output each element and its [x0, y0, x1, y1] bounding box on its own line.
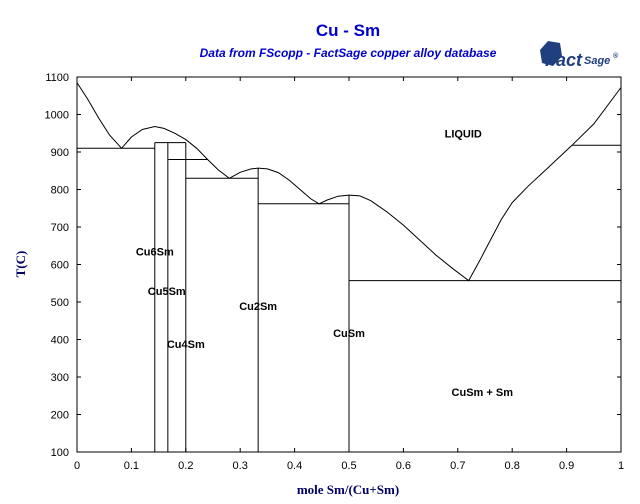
y-tick-label: 1100 — [45, 72, 69, 84]
logo-text-mark: ® — [613, 52, 619, 60]
y-tick-label: 300 — [51, 372, 69, 384]
phase-label: Cu5Sm — [148, 286, 186, 298]
factsage-logo: Fact Sage ® — [540, 41, 619, 70]
x-tick-label: 0.2 — [178, 460, 193, 472]
x-tick-label: 0.5 — [341, 460, 356, 472]
phase-label: Cu2Sm — [239, 301, 277, 313]
phase-labels: LIQUID Cu6Sm Cu5Sm Cu4Sm Cu2Sm CuSm CuSm + Sm — [136, 128, 513, 399]
y-axis-ticks: 100 200 300 400 500 600 700 800 900 1000 1100 — [45, 72, 621, 459]
y-tick-label: 200 — [51, 410, 69, 422]
phase-label: LIQUID — [445, 128, 482, 140]
x-tick-label: 0.9 — [559, 460, 574, 472]
x-axis-ticks: 0 0.1 0.2 0.3 0.4 0.5 0.6 0.7 0.8 0.9 1 — [74, 77, 624, 472]
logo-text-fact: Fact — [545, 50, 583, 70]
y-tick-label: 600 — [51, 260, 69, 272]
x-tick-label: 0 — [74, 460, 80, 472]
y-tick-label: 700 — [51, 222, 69, 234]
x-tick-label: 0.3 — [233, 460, 248, 472]
x-axis-label: mole Sm/(Cu+Sm) — [297, 482, 399, 497]
x-tick-label: 1 — [618, 460, 624, 472]
phase-boundaries — [76, 82, 622, 452]
x-tick-label: 0.8 — [505, 460, 520, 472]
phase-label: Cu4Sm — [167, 339, 205, 351]
x-tick-label: 0.7 — [450, 460, 465, 472]
chart-title: Cu - Sm — [316, 21, 380, 40]
y-tick-label: 500 — [51, 297, 69, 309]
logo-shape-icon — [540, 41, 562, 66]
liquidus-curve — [76, 82, 622, 282]
phase-label: Cu6Sm — [136, 246, 174, 258]
y-tick-label: 400 — [51, 335, 69, 347]
x-tick-label: 0.1 — [124, 460, 139, 472]
y-tick-label: 800 — [51, 185, 69, 197]
x-tick-label: 0.4 — [287, 460, 302, 472]
phase-label: CuSm — [333, 328, 365, 340]
logo-text-sage: Sage — [584, 55, 610, 67]
phase-label: CuSm + Sm — [452, 387, 514, 399]
y-tick-label: 900 — [51, 147, 69, 159]
y-tick-label: 100 — [51, 447, 69, 459]
y-axis-label: T(C) — [13, 251, 28, 278]
chart-subtitle: Data from FScopp - FactSage copper alloy… — [200, 46, 497, 60]
x-tick-label: 0.6 — [396, 460, 411, 472]
y-tick-label: 1000 — [45, 110, 69, 122]
